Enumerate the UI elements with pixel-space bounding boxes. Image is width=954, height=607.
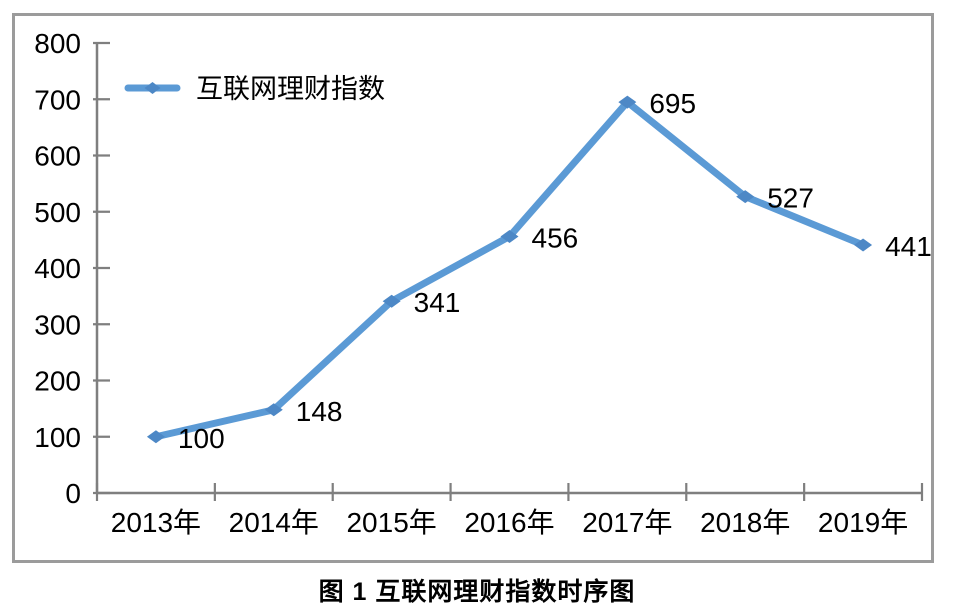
data-point-marker — [264, 403, 283, 417]
data-point-marker — [854, 238, 873, 252]
x-tick-label: 2019年 — [818, 507, 908, 538]
data-point-marker — [618, 95, 637, 109]
data-point-marker — [146, 430, 165, 444]
data-label: 100 — [178, 423, 225, 454]
data-label: 527 — [767, 183, 814, 214]
chart-frame — [12, 13, 934, 563]
x-tick-label: 2014年 — [229, 507, 319, 538]
x-tick-label: 2016年 — [464, 507, 554, 538]
data-label: 456 — [532, 223, 579, 254]
y-tick-label: 300 — [34, 309, 81, 340]
data-point-marker — [736, 190, 755, 204]
y-tick-label: 200 — [34, 366, 81, 397]
x-tick-label: 2017年 — [582, 507, 672, 538]
y-tick-label: 800 — [34, 28, 81, 59]
data-label: 148 — [296, 396, 343, 427]
y-tick-label: 400 — [34, 253, 81, 284]
chart-caption: 图 1 互联网理财指数时序图 — [318, 578, 636, 606]
data-point-marker — [500, 230, 519, 243]
legend-label: 互联网理财指数 — [196, 74, 385, 104]
data-label: 341 — [414, 287, 461, 318]
y-tick-label: 500 — [34, 197, 81, 228]
series-line — [152, 97, 867, 441]
x-tick-label: 2013年 — [111, 507, 201, 538]
data-label: 441 — [885, 231, 932, 262]
y-tick-label: 600 — [34, 141, 81, 172]
y-tick-label: 100 — [34, 422, 81, 453]
x-tick-label: 2018年 — [700, 507, 790, 538]
y-tick-label: 700 — [34, 84, 81, 115]
y-tick-label: 0 — [65, 478, 81, 509]
data-label: 695 — [649, 88, 696, 119]
data-point-marker — [382, 294, 401, 308]
legend-marker-icon — [144, 82, 161, 94]
x-tick-label: 2015年 — [346, 507, 436, 538]
